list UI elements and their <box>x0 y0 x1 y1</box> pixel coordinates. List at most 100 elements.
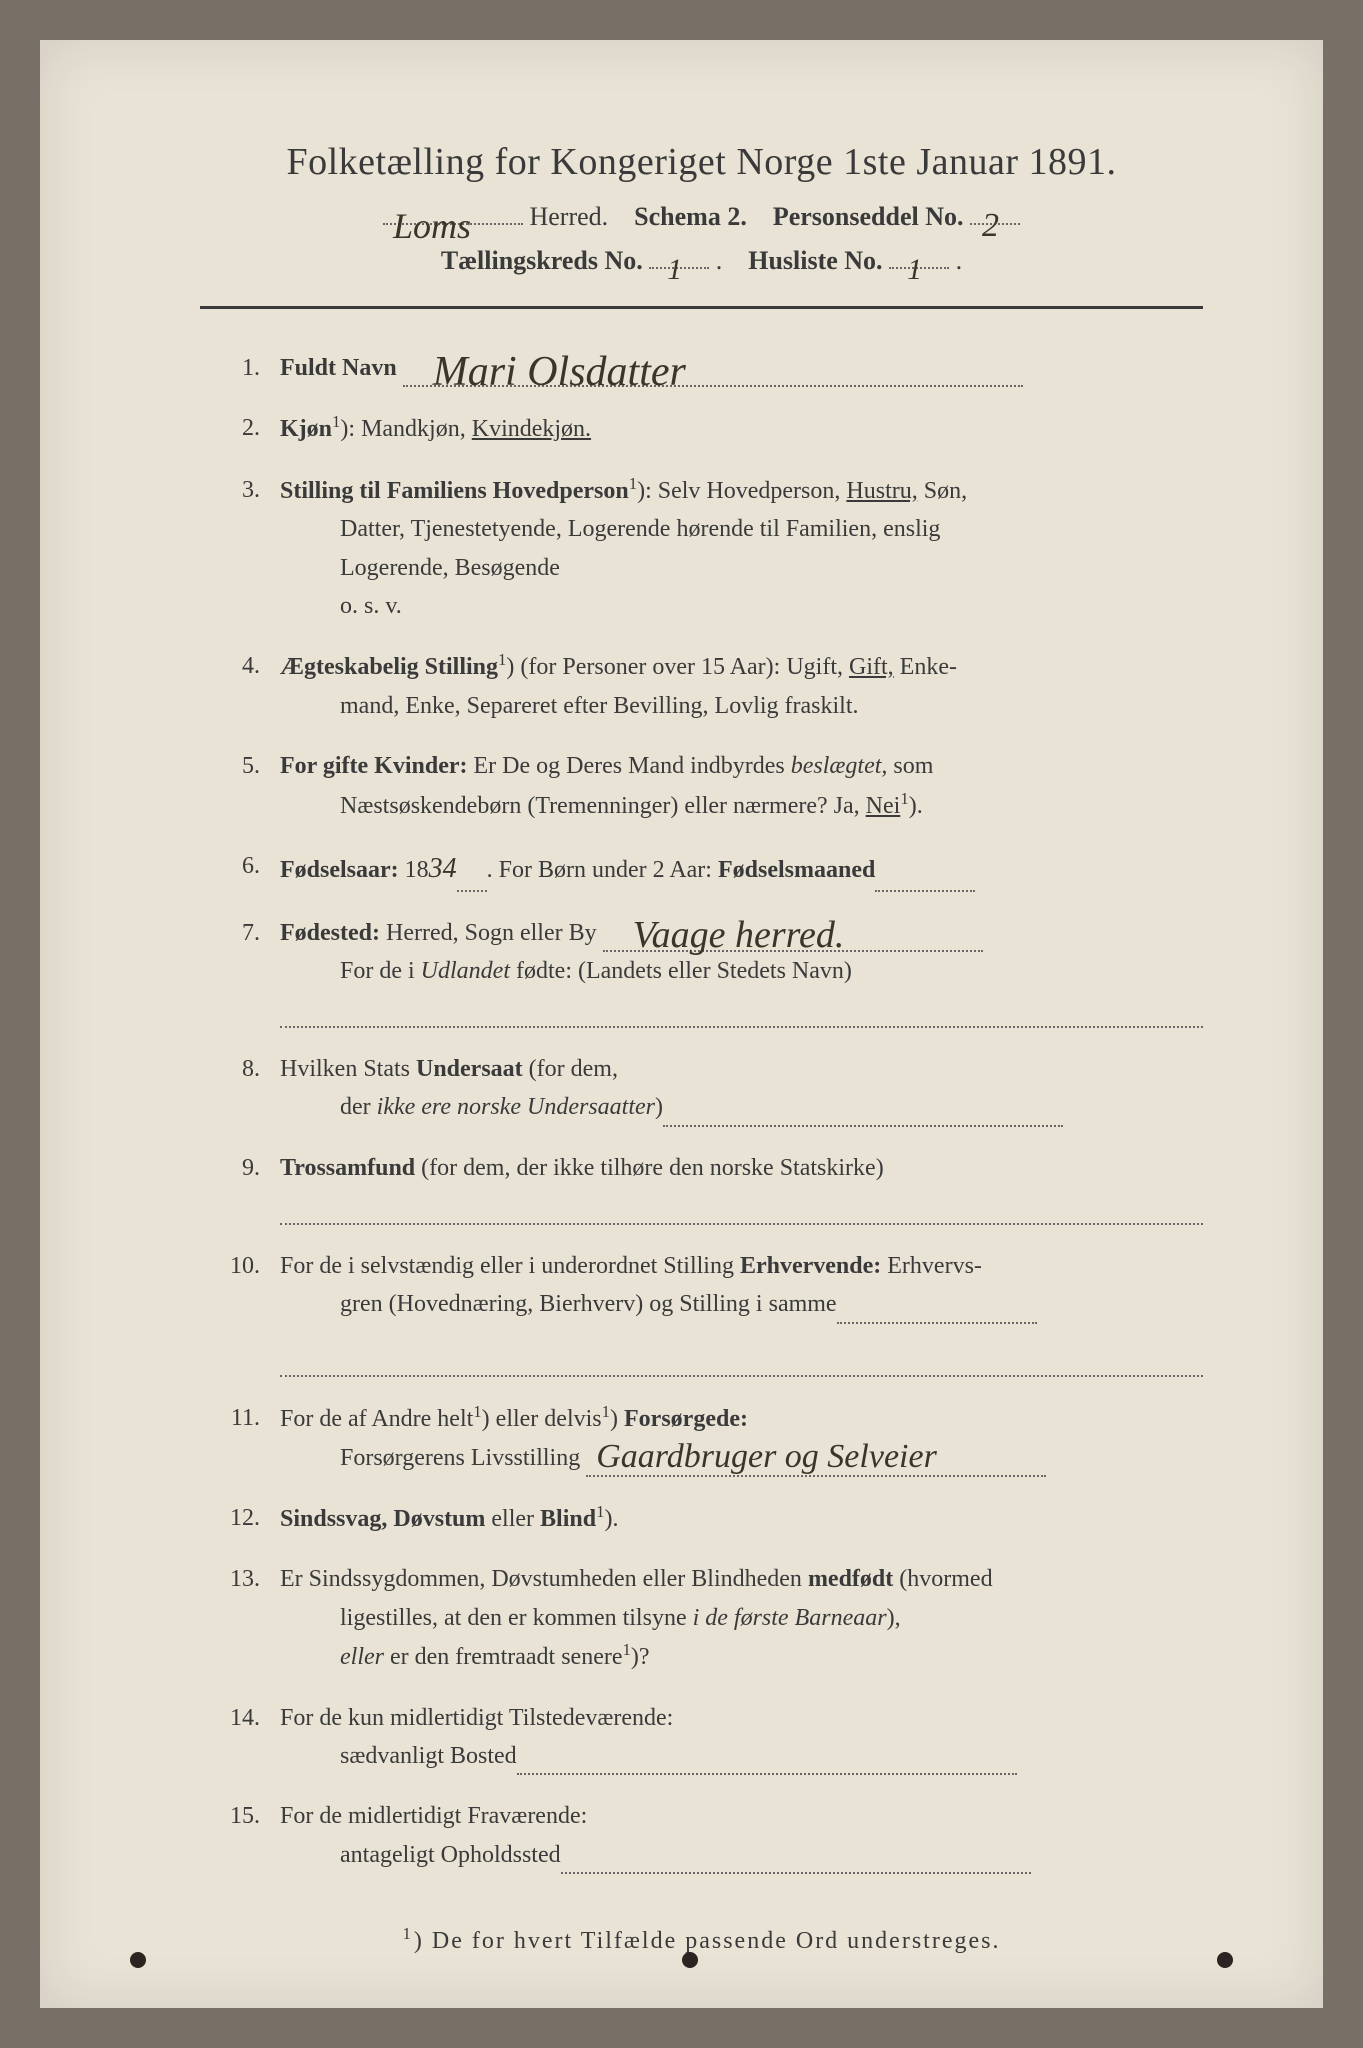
item-11-label: Forsørgede: <box>624 1406 748 1432</box>
item-7-dotline <box>280 994 1203 1028</box>
divider <box>200 306 1203 309</box>
item-5-underlined: Nei <box>866 793 901 819</box>
item-num-12: 12. <box>220 1499 280 1538</box>
item-13-line2: ligestilles, at den er kommen tilsyne i … <box>280 1599 1203 1637</box>
item-4-line2: mand, Enke, Separeret efter Bevilling, L… <box>280 687 1203 725</box>
punch-hole-center <box>682 1952 698 1968</box>
item-num-9: 9. <box>220 1149 280 1225</box>
item-5-sup2: 1 <box>900 789 908 808</box>
item-8-italic: ikke ere norske Undersaatter <box>377 1094 655 1120</box>
item-9-text: (for dem, der ikke tilhøre den norske St… <box>415 1155 884 1181</box>
item-10-label: Erhvervende: <box>740 1253 881 1279</box>
header: Folketælling for Kongeriget Norge 1ste J… <box>200 140 1203 276</box>
item-num-4: 4. <box>220 647 280 725</box>
item-4-text2: Enke- <box>894 654 957 680</box>
item-13-line2b: ), <box>887 1605 901 1631</box>
item-13: 13. Er Sindssygdommen, Døvstumheden elle… <box>220 1560 1203 1676</box>
item-6-label: Fødselsaar: <box>280 857 399 883</box>
item-13-text2: (hvormed <box>893 1566 992 1592</box>
item-15-text: For de midlertidigt Fraværende: <box>280 1803 587 1829</box>
item-11-line2-text: Forsørgerens Livsstilling <box>340 1445 580 1471</box>
item-7-text1: Herred, Sogn eller By <box>380 920 597 946</box>
item-3-text1: ): Selv Hovedperson, <box>637 478 846 504</box>
item-3-label: Stilling til Familiens Hovedperson <box>280 478 629 504</box>
item-3-line2: Datter, Tjenestetyende, Logerende hørend… <box>280 510 1203 548</box>
header-line-2: Loms Herred. Schema 2. Personseddel No. … <box>200 202 1203 232</box>
item-11-handwritten: Gaardbruger og Selveier <box>596 1430 937 1484</box>
item-14-dotline <box>517 1747 1017 1776</box>
taellingskreds-field: 1 <box>649 267 709 269</box>
item-5-line2b: ). <box>909 793 923 819</box>
item-body-10: For de i selvstændig eller i underordnet… <box>280 1247 1203 1377</box>
item-10-text1: For de i selvstændig eller i underordnet… <box>280 1253 740 1279</box>
punch-hole-left <box>130 1952 146 1968</box>
personseddel-handwritten: 2 <box>982 207 999 245</box>
item-5-italic1: beslægtet, <box>791 753 888 779</box>
item-body-13: Er Sindssygdommen, Døvstumheden eller Bl… <box>280 1560 1203 1676</box>
item-4-underlined: Gift, <box>849 654 894 680</box>
item-11-sup2: 1 <box>602 1402 610 1421</box>
item-13-italic: i de første Barneaar <box>693 1605 887 1631</box>
item-7-field: Vaage herred. <box>603 923 983 952</box>
item-11-text2: ) eller delvis <box>482 1406 602 1432</box>
herred-label: Herred. <box>529 202 608 231</box>
item-body-4: Ægteskabelig Stilling1) (for Personer ov… <box>280 647 1203 725</box>
item-13-line3c: )? <box>631 1644 650 1670</box>
item-body-1: Fuldt Navn Mari Olsdatter <box>280 349 1203 387</box>
item-num-13: 13. <box>220 1560 280 1676</box>
item-5-text2: som <box>887 753 933 779</box>
item-10-line2: gren (Hovednæring, Bierhverv) og Stillin… <box>280 1285 1203 1323</box>
item-body-11: For de af Andre helt1) eller delvis1) Fo… <box>280 1399 1203 1477</box>
item-1-label: Fuldt Navn <box>280 355 397 381</box>
footnote-sup: 1 <box>403 1924 414 1943</box>
item-13-text1: Er Sindssygdommen, Døvstumheden eller Bl… <box>280 1566 808 1592</box>
herred-handwritten: Loms <box>393 205 471 247</box>
item-num-14: 14. <box>220 1699 280 1776</box>
husliste-label: Husliste No. <box>748 246 882 275</box>
period-2: . <box>956 246 963 275</box>
item-5-label: For gifte Kvinder: <box>280 753 468 779</box>
item-4-text1: ) (for Personer over 15 Aar): Ugift, <box>506 654 849 680</box>
item-5-text1: Er De og Deres Mand indbyrdes <box>468 753 791 779</box>
item-3-underlined: Hustru, <box>846 478 917 504</box>
item-6-handwritten: 34 <box>429 847 457 892</box>
item-1-handwritten: Mari Olsdatter <box>433 339 686 406</box>
footnote: 1) De for hvert Tilfælde passende Ord un… <box>200 1924 1203 1955</box>
item-num-11: 11. <box>220 1399 280 1477</box>
item-body-3: Stilling til Familiens Hovedperson1): Se… <box>280 471 1203 626</box>
item-body-6: Fødselsaar: 1834. For Børn under 2 Aar: … <box>280 847 1203 892</box>
item-11-text1: For de af Andre helt <box>280 1406 473 1432</box>
item-8-text2: (for dem, <box>523 1056 618 1082</box>
item-13-italic3: eller <box>340 1644 384 1670</box>
item-body-7: Fødested: Herred, Sogn eller By Vaage he… <box>280 914 1203 1028</box>
item-4: 4. Ægteskabelig Stilling1) (for Personer… <box>220 647 1203 725</box>
item-1-field: Mari Olsdatter <box>403 359 1023 388</box>
item-2-underlined: Kvindekjøn. <box>472 416 591 442</box>
item-6-text2: . For Børn under 2 Aar: <box>487 857 718 883</box>
item-13-line2a: ligestilles, at den er kommen tilsyne <box>340 1605 693 1631</box>
item-5-line2: Næstsøskendebørn (Tremenninger) eller næ… <box>280 786 1203 825</box>
item-6-dot1 <box>457 863 487 892</box>
husliste-handwritten: 1 <box>907 253 922 287</box>
item-15: 15. For de midlertidigt Fraværende: anta… <box>220 1797 1203 1874</box>
herred-field: Loms <box>383 223 523 225</box>
item-7: 7. Fødested: Herred, Sogn eller By Vaage… <box>220 914 1203 1028</box>
schema-label: Schema 2. <box>634 202 747 231</box>
item-15-line2-text: antageligt Opholdssted <box>340 1842 561 1868</box>
document-page: Folketælling for Kongeriget Norge 1ste J… <box>40 40 1323 2008</box>
item-13-sup: 1 <box>623 1640 631 1659</box>
item-6-text1: 18 <box>399 857 429 883</box>
item-5: 5. For gifte Kvinder: Er De og Deres Man… <box>220 747 1203 825</box>
item-8-line2a: der <box>340 1094 377 1120</box>
item-5-line2a: Næstsøskendebørn (Tremenninger) eller næ… <box>340 793 866 819</box>
item-13-line3: eller er den fremtraadt senere1)? <box>280 1637 1203 1676</box>
item-3-text2: Søn, <box>918 478 967 504</box>
personseddel-field: 2 <box>970 223 1020 225</box>
item-12-label: Sindssvag, Døvstum <box>280 1506 485 1532</box>
item-11-text3: ) <box>610 1406 624 1432</box>
item-13-line3b: er den fremtraadt senere <box>384 1644 623 1670</box>
item-num-8: 8. <box>220 1050 280 1127</box>
item-7-label: Fødested: <box>280 920 380 946</box>
item-num-3: 3. <box>220 471 280 626</box>
header-line-3: Tællingskreds No. 1 . Husliste No. 1 . <box>200 246 1203 276</box>
